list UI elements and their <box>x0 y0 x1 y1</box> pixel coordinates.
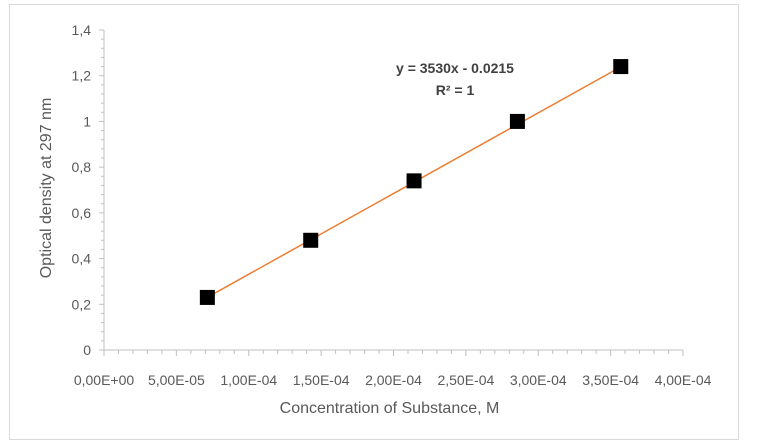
y-tick-label: 0,4 <box>72 251 92 267</box>
y-tick-label: 1,4 <box>72 22 92 38</box>
y-tick-label: 0,8 <box>72 159 92 175</box>
data-point <box>406 173 422 189</box>
x-tick-label: 5,00E-05 <box>148 372 205 388</box>
y-tick-label: 0,2 <box>72 296 92 312</box>
data-points-layer <box>199 59 629 305</box>
x-axis-title: Concentration of Substance, M <box>280 400 500 417</box>
data-point <box>509 113 525 129</box>
trendline-equation-label: y = 3530x - 0.0215 <box>396 60 514 76</box>
y-axis-title: Optical density at 297 nm <box>38 98 55 279</box>
x-tick-label: 1,50E-04 <box>293 372 350 388</box>
x-tick-label: 0,00E+00 <box>74 372 135 388</box>
x-tick-label: 3,50E-04 <box>582 372 639 388</box>
chart-frame: 0 0,2 0,4 0,6 0,8 1 1,2 1,4 0,00E+00 5,00E-05 1,00… <box>9 4 739 440</box>
x-tick-label: 2,50E-04 <box>437 372 494 388</box>
data-point <box>199 289 215 305</box>
x-tick-label: 4,00E-04 <box>655 372 712 388</box>
y-tick-label: 1,2 <box>72 68 92 84</box>
trendline-r2-label: R² = 1 <box>436 82 475 98</box>
data-point <box>303 232 319 248</box>
labels-layer: y = 3530x - 0.0215 R² = 1 Concentration … <box>38 60 514 417</box>
x-tick-label: 2,00E-04 <box>365 372 422 388</box>
x-tick-label: 3,00E-04 <box>510 372 567 388</box>
chart-svg: 0 0,2 0,4 0,6 0,8 1 1,2 1,4 0,00E+00 5,00E-05 1,00… <box>38 22 712 417</box>
axes-layer: 0 0,2 0,4 0,6 0,8 1 1,2 1,4 0,00E+00 5,00E-05 1,00… <box>72 22 712 388</box>
y-tick-label: 0,6 <box>72 205 92 221</box>
y-tick-label: 0 <box>83 342 91 358</box>
data-point <box>613 59 629 75</box>
y-tick-label: 1 <box>83 113 91 129</box>
x-tick-label: 1,00E-04 <box>220 372 277 388</box>
